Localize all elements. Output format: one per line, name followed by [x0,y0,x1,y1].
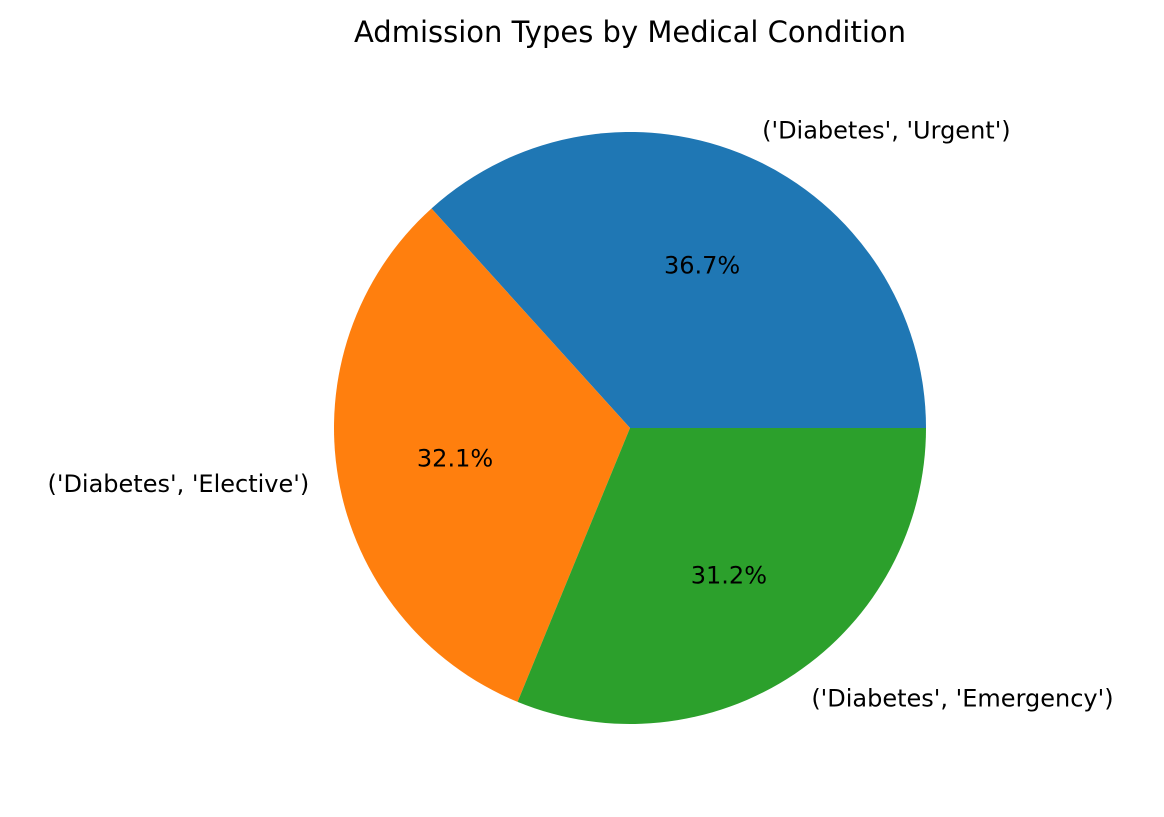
pie-slices [333,132,926,725]
pie-slice [431,132,926,428]
slice-percentage-label: 31.2% [691,562,767,590]
pie-labels: ('Diabetes', 'Urgent') 36.7% ('Diabetes', … [47,116,1113,712]
pie-slice [517,428,926,725]
pie-slice [333,208,630,702]
slice-category-label: ('Diabetes', 'Urgent') [762,116,1011,144]
slice-category-label: ('Diabetes', 'Elective') [47,470,309,498]
slice-category-label: ('Diabetes', 'Emergency') [811,684,1113,712]
slice-percentage-label: 36.7% [664,252,740,280]
chart-title: Admission Types by Medical Condition [354,15,906,49]
slice-percentage-label: 32.1% [417,445,493,473]
